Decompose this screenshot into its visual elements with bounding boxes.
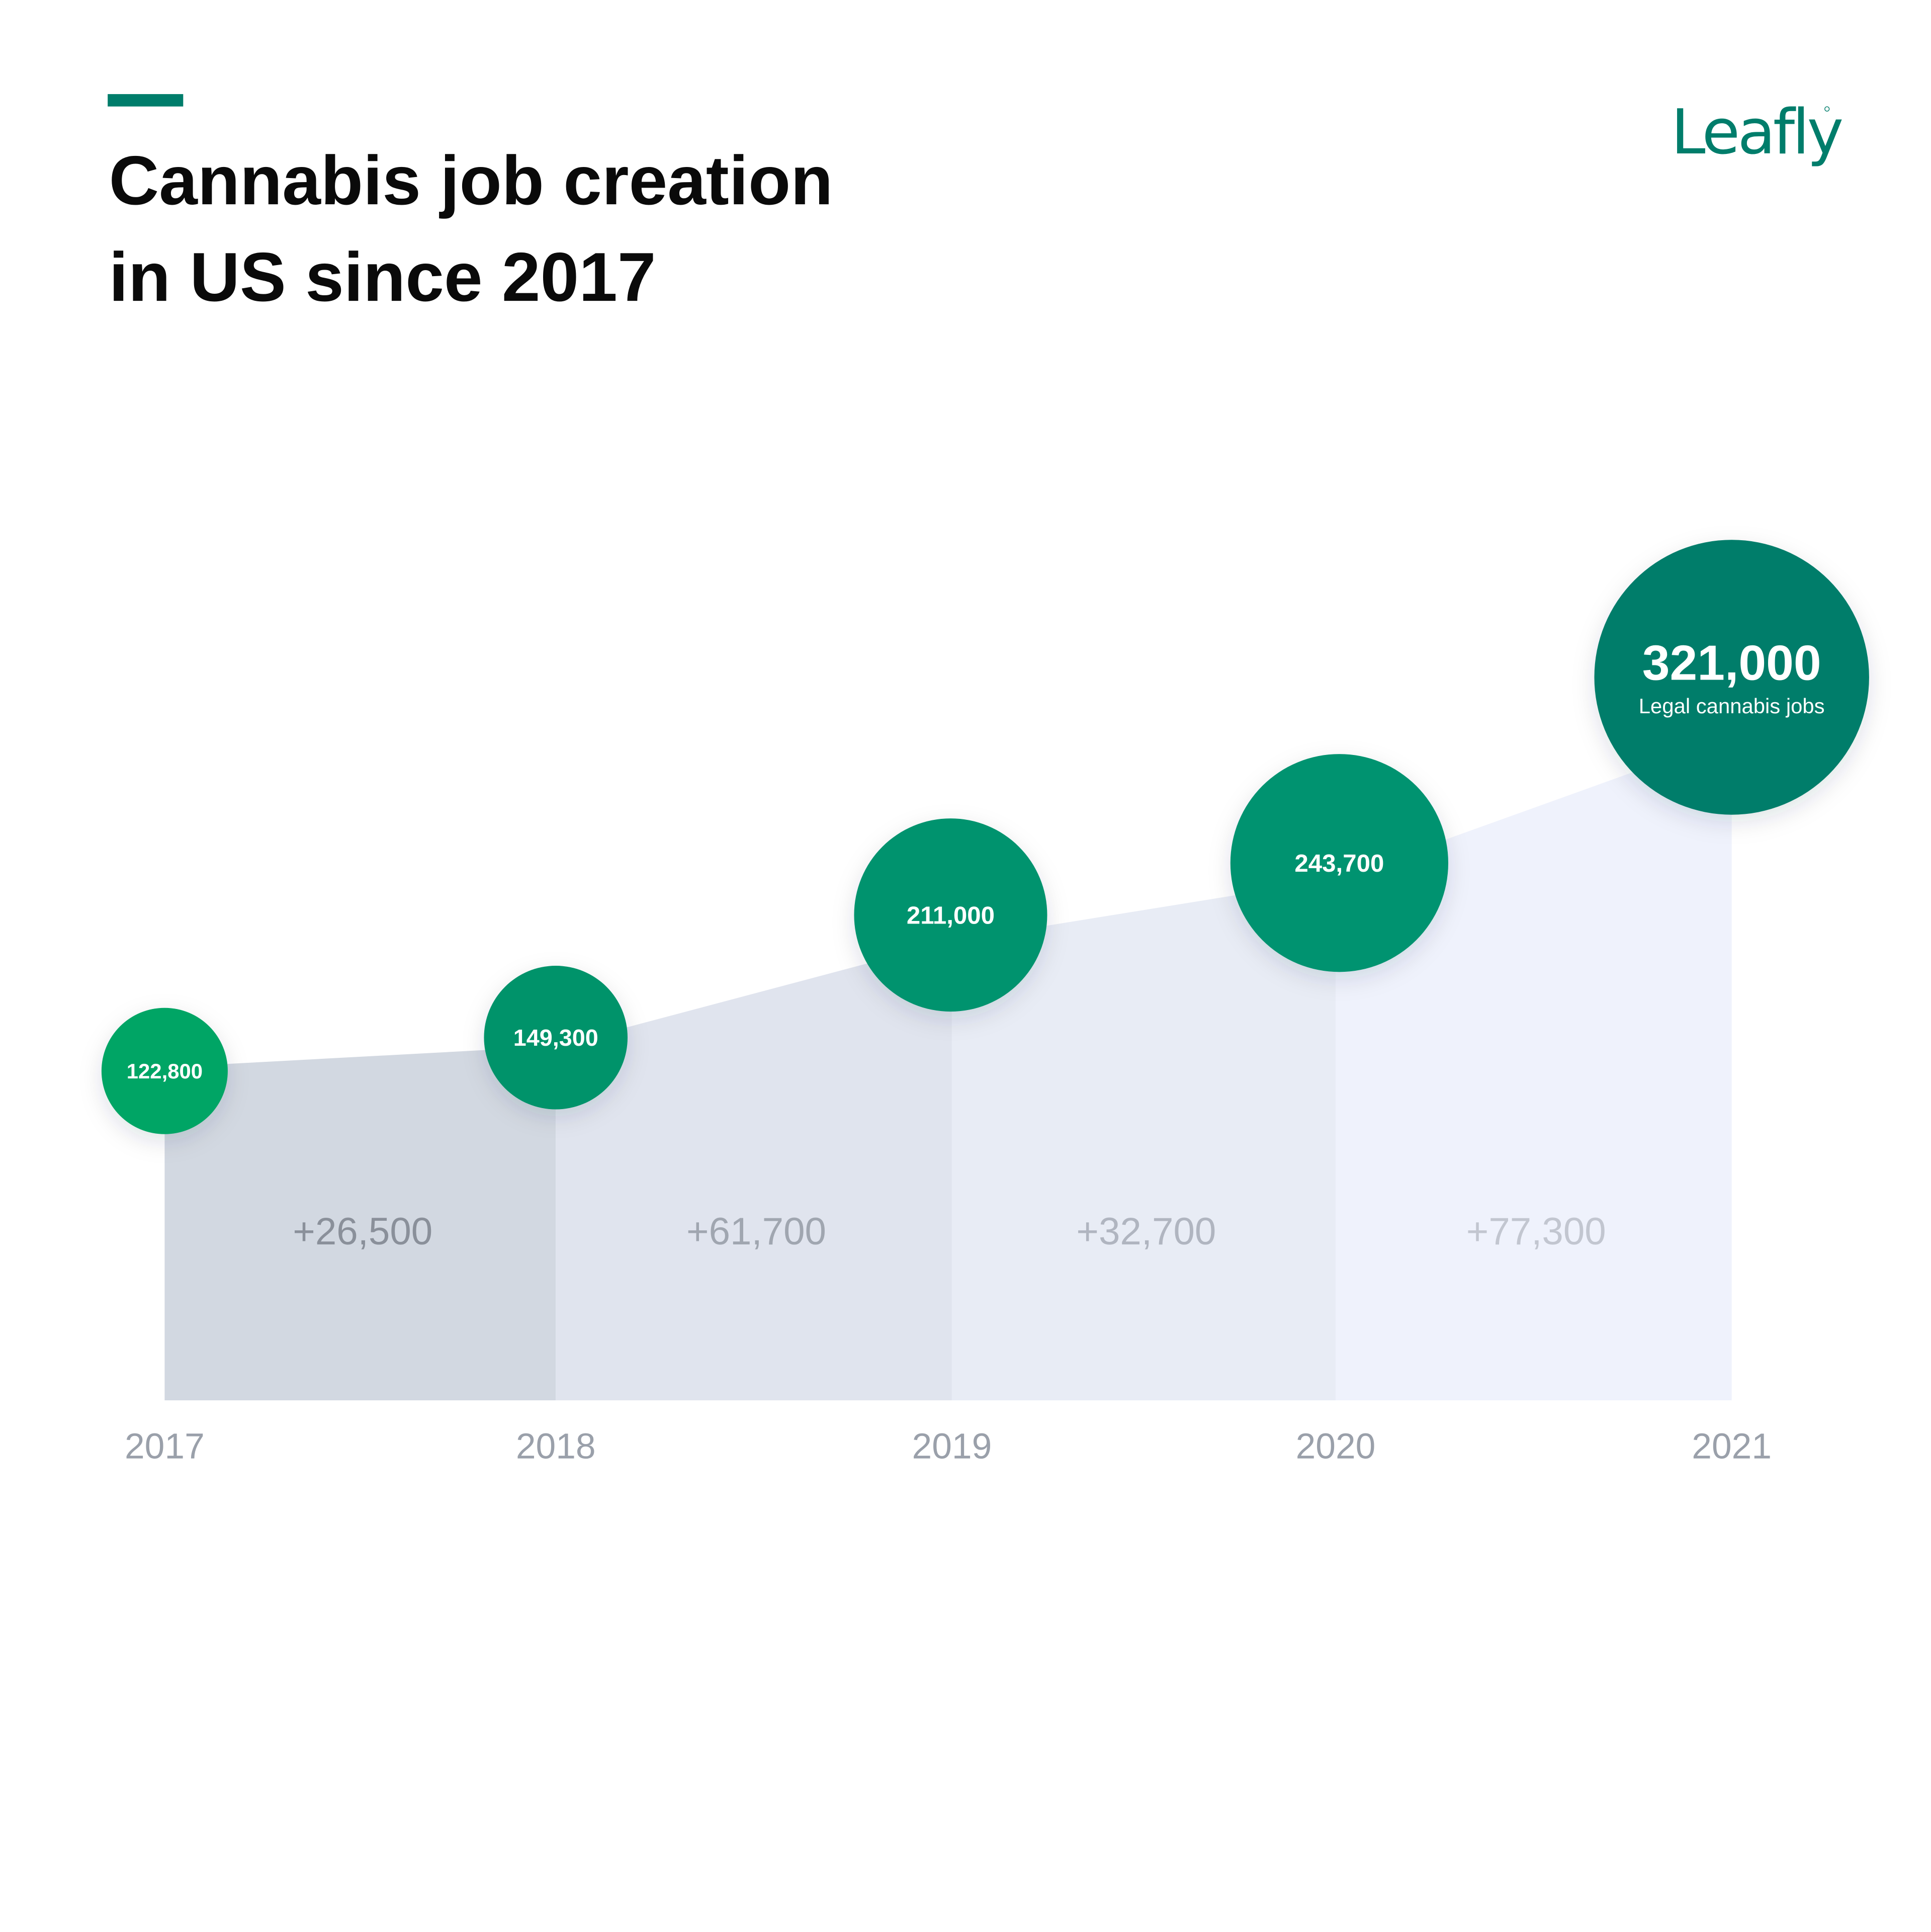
bubble-circle bbox=[854, 818, 1047, 1012]
bubble-circle bbox=[1230, 754, 1448, 972]
area-segment bbox=[556, 941, 952, 1401]
increment-label: +77,300 bbox=[1466, 1210, 1606, 1253]
x-tick-label: 2021 bbox=[1692, 1426, 1772, 1467]
increment-label: +26,500 bbox=[293, 1210, 432, 1253]
bubble-value: 321,000 bbox=[1642, 635, 1821, 690]
x-tick-label: 2020 bbox=[1296, 1426, 1376, 1467]
bubble-value: 211,000 bbox=[907, 901, 995, 929]
x-tick-label: 2019 bbox=[912, 1426, 992, 1467]
value-bubble: 321,000 Legal cannabis jobs bbox=[1594, 540, 1869, 815]
title-line-1: Cannabis job creation bbox=[109, 142, 833, 219]
value-bubble: 149,300 bbox=[484, 966, 628, 1110]
accent-bar bbox=[108, 94, 184, 107]
increment-label: +32,700 bbox=[1076, 1210, 1216, 1253]
bubble-circle bbox=[101, 1007, 228, 1134]
title-line-2: in US since 2017 bbox=[109, 238, 656, 316]
increment-labels: +26,500 +61,700 +32,700 +77,300 bbox=[293, 1210, 1606, 1253]
area-segment bbox=[951, 879, 1336, 1401]
bubble-value: 149,300 bbox=[513, 1025, 598, 1051]
x-tick-label: 2018 bbox=[516, 1426, 596, 1467]
bubble-caption: Legal cannabis jobs bbox=[1639, 694, 1825, 718]
bubble-circle bbox=[1594, 540, 1869, 815]
leafly-logo: Leafly bbox=[1671, 97, 1845, 169]
value-bubble: 243,700 bbox=[1230, 754, 1448, 972]
bubble-circle bbox=[484, 966, 628, 1110]
x-tick-label: 2017 bbox=[125, 1426, 205, 1467]
logo-wordmark: Leafly bbox=[1671, 97, 1842, 169]
area-segments bbox=[164, 736, 1732, 1401]
registered-mark-icon bbox=[1824, 106, 1830, 112]
x-axis-labels: 2017 2018 2019 2020 2021 bbox=[125, 1426, 1772, 1467]
value-bubbles: 122,800 149,300 211,000 243,700 321,000 Legal… bbox=[101, 540, 1869, 1134]
increment-label: +61,700 bbox=[686, 1210, 826, 1253]
value-bubble: 122,800 bbox=[101, 1007, 228, 1134]
bubble-value: 243,700 bbox=[1294, 850, 1384, 877]
area-segment bbox=[164, 1046, 556, 1401]
bubble-value: 122,800 bbox=[127, 1059, 203, 1083]
value-bubble: 211,000 bbox=[854, 818, 1047, 1012]
